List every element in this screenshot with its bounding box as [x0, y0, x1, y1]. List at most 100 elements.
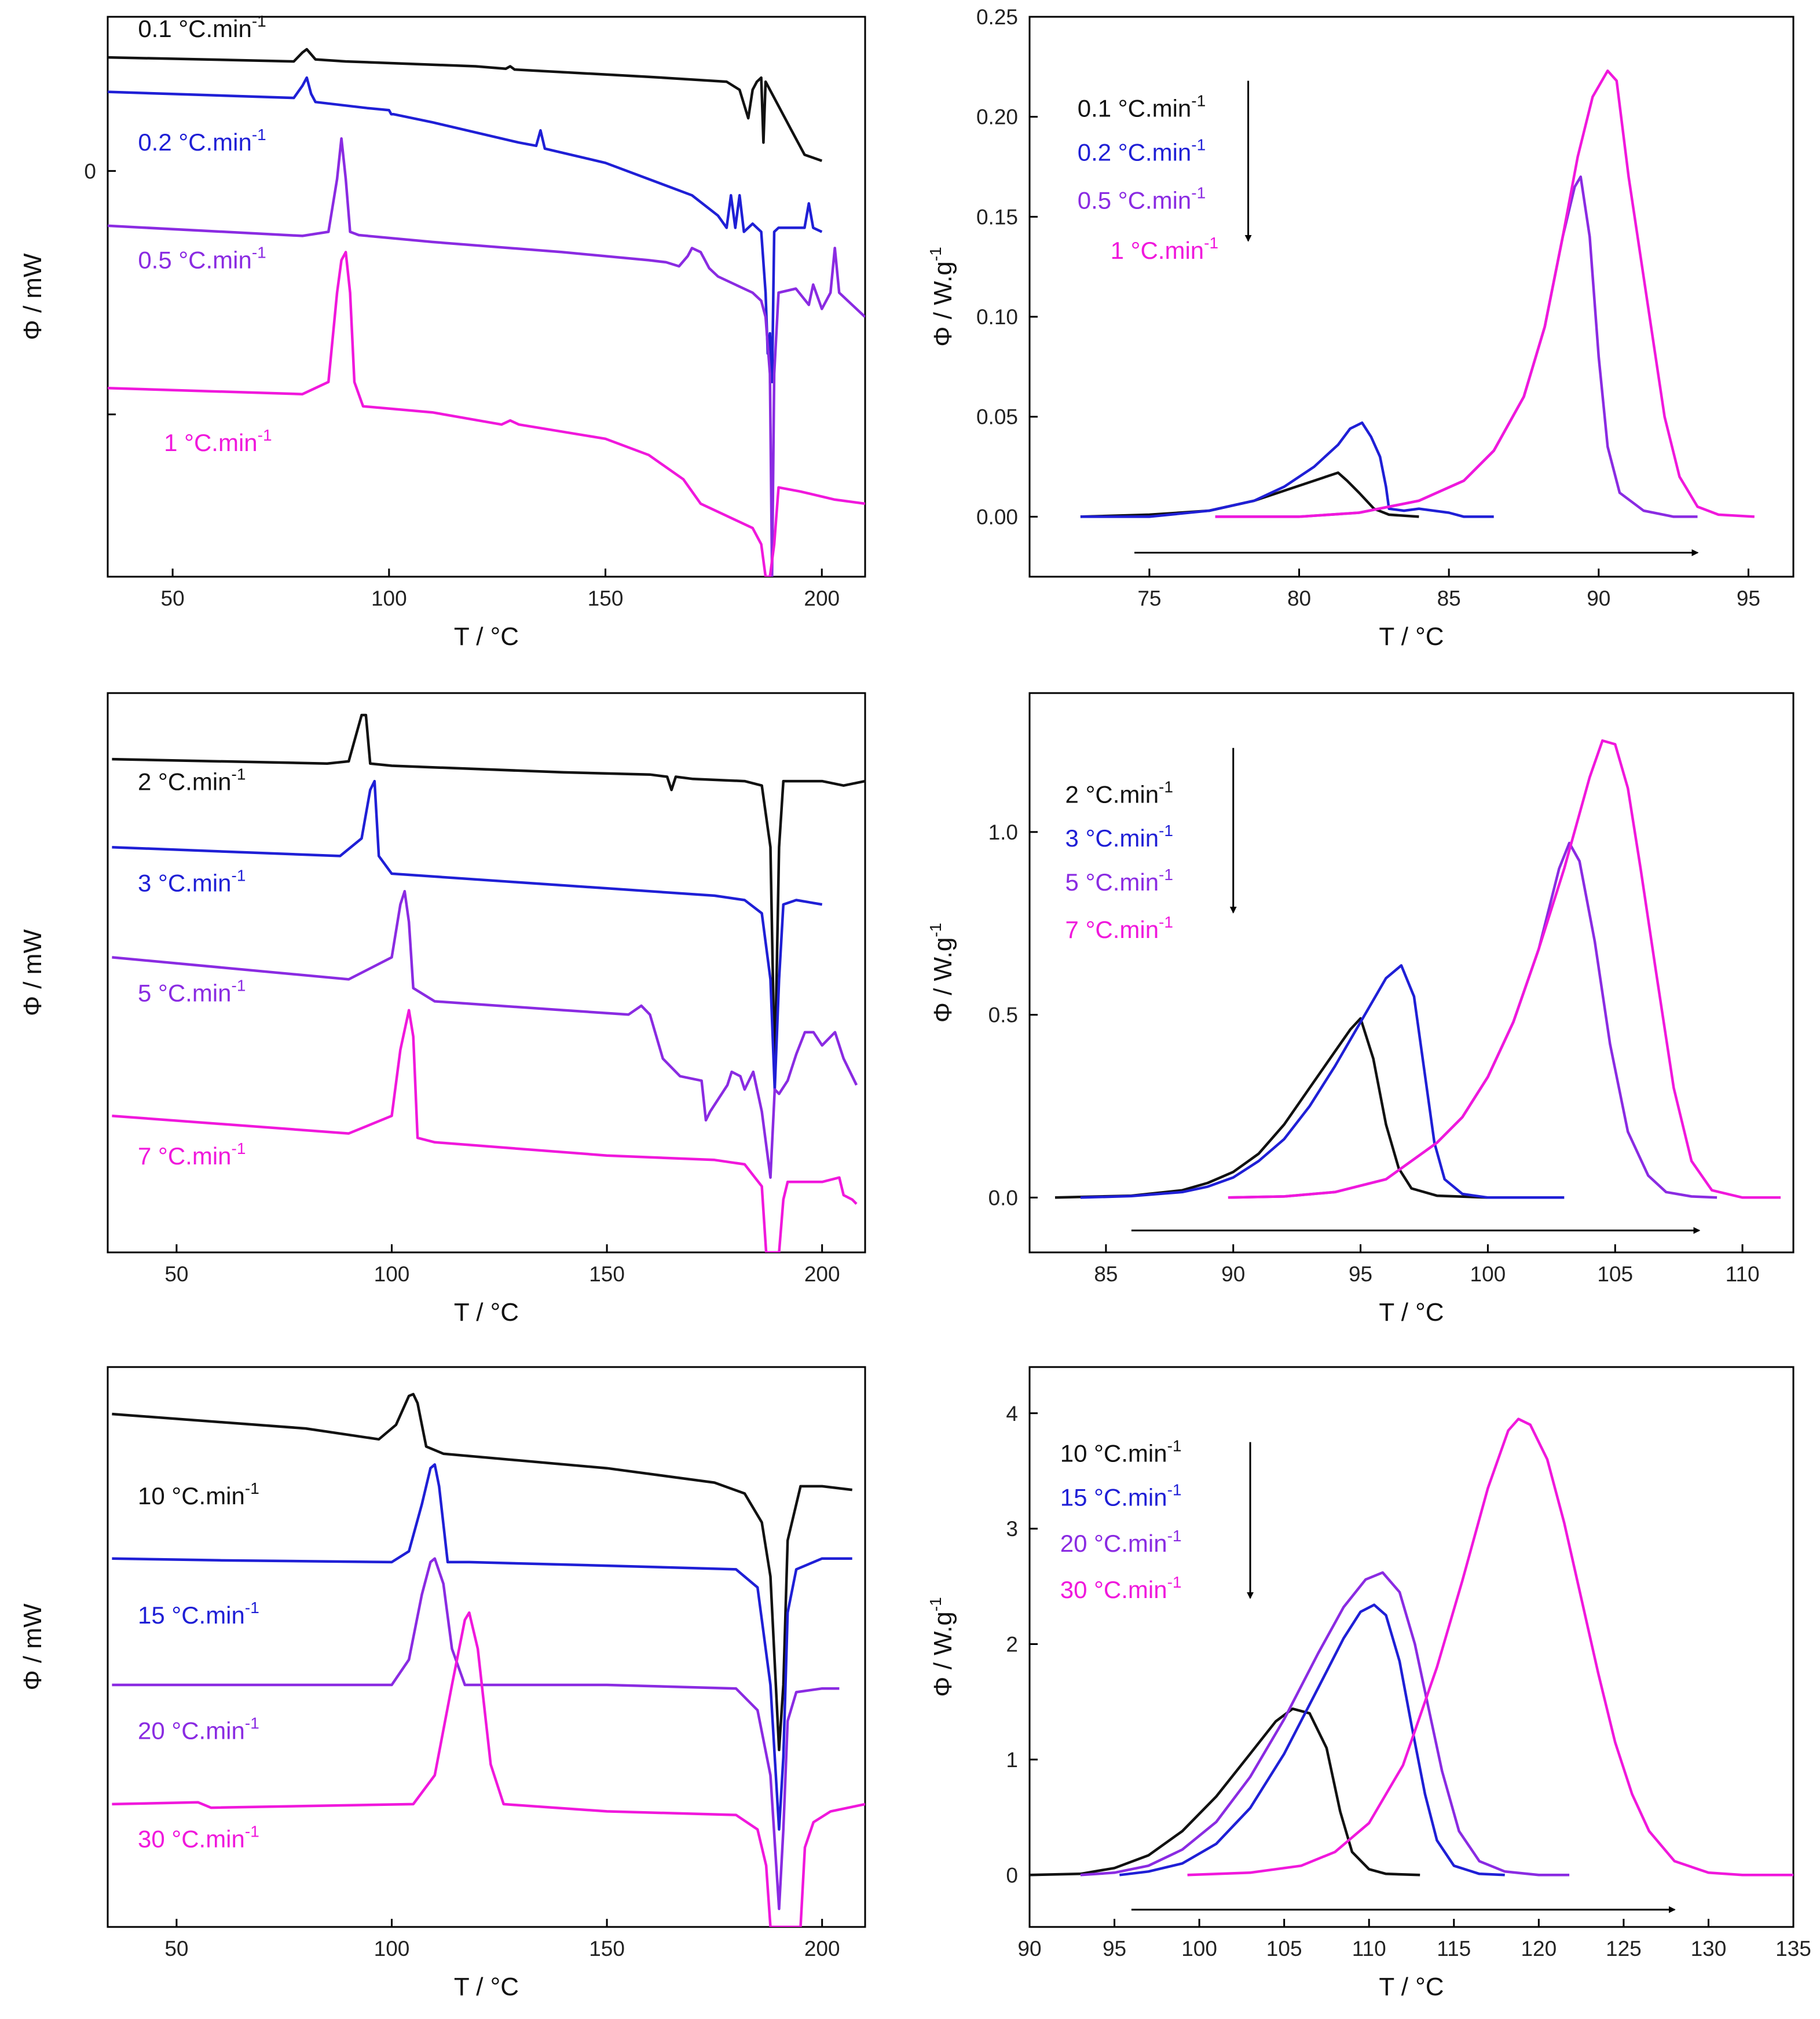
series-line-3 [1080, 1571, 1570, 1877]
x-tick-label: 50 [161, 587, 185, 610]
y-axis-title: Φ / W.g-1 [927, 247, 957, 346]
x-tick-label: 75 [1137, 587, 1161, 610]
series-line-1 [112, 1393, 852, 1751]
x-tick-label: 80 [1287, 587, 1311, 610]
x-tick-label: 150 [589, 1937, 625, 1961]
series-label-1: 0.1 °C.min-1 [138, 12, 266, 42]
legend-entry-2: 15 °C.min-1 [1060, 1481, 1182, 1511]
y-tick-label: 0.0 [988, 1186, 1018, 1210]
legend-entry-4: 1 °C.min-1 [1111, 234, 1218, 264]
series-line-1 [1054, 1017, 1488, 1199]
series-label-4: 7 °C.min-1 [138, 1139, 246, 1170]
x-axis-title: T / °C [1379, 622, 1444, 651]
x-tick-label: 200 [804, 1937, 840, 1961]
plot-frame [107, 1366, 866, 1928]
series-line-3 [112, 890, 858, 1179]
x-tick-label: 110 [1352, 1937, 1386, 1961]
y-axis-title: Φ / W.g-1 [927, 1597, 957, 1696]
x-tick-label: 130 [1691, 1937, 1727, 1961]
series-line-4 [1215, 69, 1755, 518]
series-label-4: 1 °C.min-1 [164, 426, 272, 456]
series-group [112, 713, 865, 1252]
series-line-4 [112, 1611, 865, 1927]
x-tick-label: 95 [1349, 1262, 1372, 1286]
y-axis-title: Φ / mW [19, 929, 47, 1016]
series-label-4: 30 °C.min-1 [138, 1823, 259, 1853]
x-axis-title: T / °C [1379, 1973, 1444, 2001]
x-tick-label: 85 [1094, 1262, 1118, 1286]
x-tick-label: 200 [804, 1262, 840, 1286]
series-label-1: 10 °C.min-1 [138, 1479, 259, 1509]
x-tick-label: 85 [1437, 587, 1461, 610]
x-axis-title: T / °C [454, 1973, 519, 2001]
x-tick-label: 105 [1266, 1937, 1302, 1961]
series-line-3 [112, 1557, 840, 1911]
x-axis-title: T / °C [454, 1298, 519, 1327]
series-group [108, 47, 865, 577]
series-line-1 [112, 713, 865, 1078]
x-tick-label: 125 [1606, 1937, 1642, 1961]
legend-entry-4: 30 °C.min-1 [1060, 1573, 1182, 1603]
legend-entry-3: 0.5 °C.min-1 [1078, 184, 1206, 214]
legend-entry-2: 0.2 °C.min-1 [1078, 136, 1206, 166]
legend-entry-1: 2 °C.min-1 [1065, 778, 1173, 808]
x-tick-label: 100 [374, 1937, 410, 1961]
y-tick-label: 0.15 [976, 205, 1018, 229]
legend-entry-1: 10 °C.min-1 [1060, 1437, 1182, 1467]
y-tick-label: 0.20 [976, 105, 1018, 129]
series-label-2: 15 °C.min-1 [138, 1599, 259, 1629]
y-tick-label: 0.5 [988, 1003, 1018, 1027]
panel-norm-mid: 85 90 95 100 105 110 0.0 0.5 1.0 T / °C Φ / W.g-1 2… [927, 692, 1795, 1327]
legend-entry-4: 7 °C.min-1 [1065, 913, 1173, 943]
x-tick-label: 90 [1587, 587, 1610, 610]
x-axis-title: T / °C [454, 622, 519, 651]
y-tick-label: 0.05 [976, 405, 1018, 429]
series-line-2 [112, 1463, 852, 1831]
y-tick-label: 0 [1006, 1863, 1018, 1887]
panel-dsc-bot: 50 100 150 200 T / °C Φ / mW 10 °C.min-1 15 °C.… [19, 1366, 866, 2001]
y-tick-label: 0.00 [976, 505, 1018, 529]
y-tick-label: 4 [1006, 1402, 1018, 1426]
x-tick-label: 100 [1470, 1262, 1506, 1286]
y-tick-label: 0 [84, 159, 96, 183]
plot-frame [107, 692, 866, 1254]
x-tick-label: 50 [164, 1937, 188, 1961]
panel-norm-bot: 90 95 100 105 110 115 120 125 130 135 0 1 2 3 4 T / °C Φ… [927, 1366, 1811, 2001]
series-label-3: 0.5 °C.min-1 [138, 243, 266, 273]
series-group [1030, 1417, 1793, 1877]
series-line-1 [108, 47, 823, 162]
series-label-1: 2 °C.min-1 [138, 765, 246, 795]
x-tick-label: 115 [1437, 1937, 1471, 1961]
plot-frame [1028, 16, 1795, 578]
panel-dsc-mid: 50 100 150 200 T / °C Φ / mW 2 °C.min-1 3 °C.mi… [19, 692, 866, 1327]
x-tick-label: 50 [164, 1262, 188, 1286]
y-tick-label: 3 [1006, 1517, 1018, 1541]
legend-entry-3: 5 °C.min-1 [1065, 866, 1173, 896]
legend-entry-3: 20 °C.min-1 [1060, 1527, 1182, 1557]
series-group [1054, 739, 1781, 1199]
series-label-2: 0.2 °C.min-1 [138, 126, 266, 156]
x-tick-label: 95 [1103, 1937, 1126, 1961]
y-axis-title: Φ / mW [19, 1603, 47, 1690]
x-tick-label: 100 [1181, 1937, 1217, 1961]
x-tick-label: 90 [1221, 1262, 1245, 1286]
x-tick-label: 105 [1597, 1262, 1633, 1286]
x-tick-label: 100 [374, 1262, 410, 1286]
x-tick-label: 135 [1775, 1937, 1811, 1961]
series-group [112, 1393, 865, 1927]
series-line-2 [1080, 964, 1565, 1199]
series-line-2 [1119, 1603, 1505, 1877]
x-tick-label: 90 [1017, 1937, 1041, 1961]
series-line-2 [112, 779, 823, 1091]
panel-dsc-top: 50 100 150 200 0 T / °C Φ / mW 0.1 °C.min-1 0.2 … [19, 12, 866, 651]
y-tick-label: 1 [1006, 1748, 1018, 1772]
series-label-2: 3 °C.min-1 [138, 866, 246, 896]
legend-entry-2: 3 °C.min-1 [1065, 822, 1173, 852]
series-line-4 [108, 251, 865, 577]
x-tick-label: 110 [1726, 1262, 1760, 1286]
series-line-1 [1030, 1707, 1420, 1877]
x-tick-label: 150 [588, 587, 624, 610]
series-line-4 [112, 1009, 858, 1252]
series-line-4 [1228, 739, 1781, 1199]
